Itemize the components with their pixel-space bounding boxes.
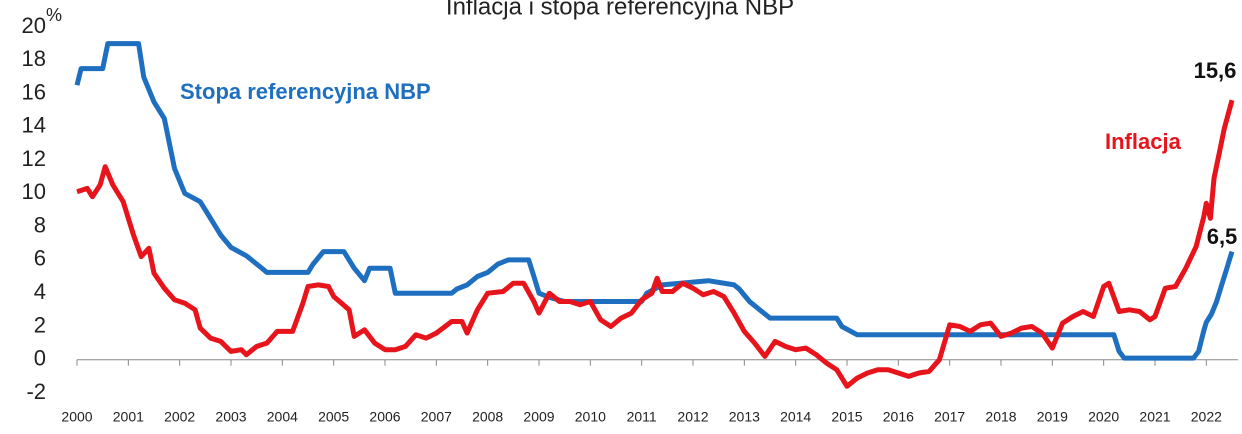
x-tick-label: 2021	[1139, 409, 1170, 425]
chart-title: Inflacja i stopa referencyjna NBP	[446, 0, 794, 20]
x-tick-label: 2002	[164, 409, 195, 425]
y-tick-label: 0	[34, 346, 46, 371]
y-tick-label: 10	[22, 179, 46, 204]
x-tick-label: 2010	[575, 409, 606, 425]
x-tick-label: 2016	[883, 409, 914, 425]
y-tick-label: 2	[34, 312, 46, 337]
x-tick-label: 2020	[1088, 409, 1119, 425]
y-tick-label: 20	[22, 13, 46, 38]
x-tick-label: 2012	[677, 409, 708, 425]
x-tick-label: 2005	[318, 409, 349, 425]
y-tick-label: 8	[34, 212, 46, 237]
x-tick-label: 2001	[113, 409, 144, 425]
y-tick-label: 6	[34, 246, 46, 271]
annotation: Stopa referencyjna NBP	[180, 79, 431, 104]
x-tick-label: 2022	[1191, 409, 1222, 425]
x-tick-label: 2014	[780, 409, 811, 425]
x-tick-label: 2017	[934, 409, 965, 425]
annotation: 15,6	[1194, 58, 1237, 83]
y-tick-label: 14	[22, 113, 46, 138]
annotation: Inflacja	[1105, 129, 1182, 154]
x-tick-label: 2003	[215, 409, 246, 425]
x-tick-label: 2019	[1037, 409, 1068, 425]
annotation: 6,5	[1207, 224, 1238, 249]
y-tick-label: 12	[22, 146, 46, 171]
y-tick-label: -2	[26, 379, 46, 404]
x-tick-label: 2006	[369, 409, 400, 425]
x-tick-label: 2011	[627, 409, 657, 425]
y-tick-label: 16	[22, 79, 46, 104]
x-tick-label: 2007	[421, 409, 452, 425]
x-tick-label: 2009	[523, 409, 554, 425]
x-tick-label: 2004	[267, 409, 298, 425]
y-tick-label: 18	[22, 46, 46, 71]
x-tick-label: 2015	[831, 409, 862, 425]
x-tick-label: 2000	[61, 409, 92, 425]
x-tick-label: 2008	[472, 409, 503, 425]
series-line	[76, 99, 1235, 389]
y-tick-label: 4	[34, 279, 46, 304]
y-unit: %	[46, 5, 62, 25]
series-line	[74, 41, 1235, 361]
x-tick-label: 2018	[985, 409, 1016, 425]
x-tick-label: 2013	[729, 409, 760, 425]
